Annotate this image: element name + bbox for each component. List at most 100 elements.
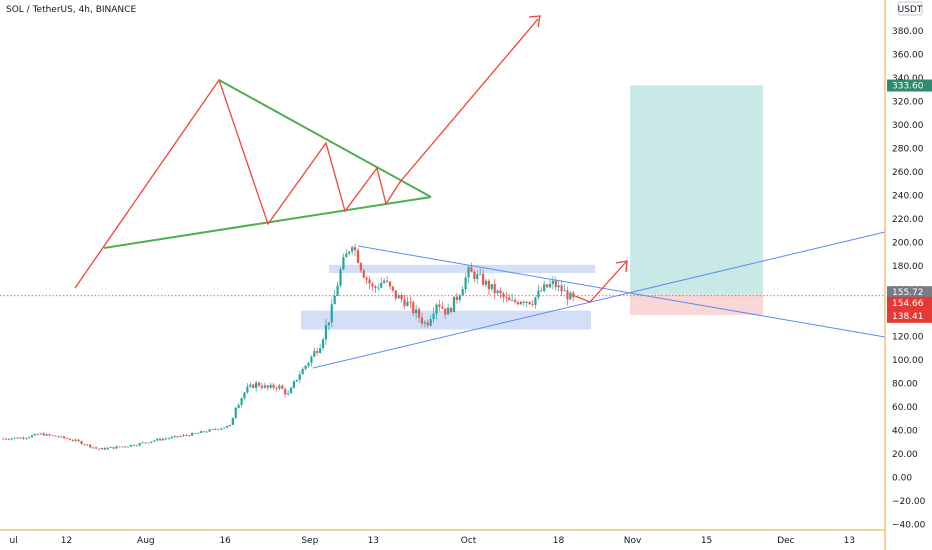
y-tick-label: 260.00 — [892, 168, 924, 178]
candle-body — [225, 425, 229, 428]
candle-body — [449, 307, 453, 312]
x-tick-label: Nov — [624, 536, 642, 546]
candle-body — [89, 444, 92, 448]
candle-body — [92, 447, 95, 449]
candle-body — [458, 295, 461, 301]
candle-body — [531, 304, 534, 305]
candle-body — [385, 280, 389, 282]
candle-body — [156, 438, 159, 441]
candle-body — [534, 297, 537, 305]
candle-body — [118, 446, 121, 448]
candle-body — [19, 437, 22, 439]
candle-body — [144, 442, 147, 444]
candle-body — [432, 313, 435, 320]
candle-body — [481, 273, 485, 285]
candle-body — [106, 447, 109, 450]
x-tick-label: Sep — [301, 536, 318, 546]
x-tick-label: 12 — [61, 536, 72, 546]
candle-body — [246, 386, 249, 393]
projection-arrow — [574, 261, 627, 303]
candle-body — [545, 284, 549, 288]
candle-body — [124, 446, 127, 448]
y-tick-label: 0.00 — [892, 474, 912, 484]
candle-body — [42, 433, 45, 436]
candle-body — [289, 387, 293, 394]
candle-body — [365, 277, 368, 280]
candle-body — [176, 436, 179, 437]
candle-body — [196, 432, 200, 434]
candle-body — [83, 443, 86, 445]
target-badge: 333.60 — [892, 82, 924, 92]
candle-body — [336, 285, 339, 296]
candle-body — [4, 438, 8, 440]
candle-body — [528, 301, 531, 305]
candle-body — [429, 319, 432, 326]
candle-body — [234, 407, 237, 418]
candle-body — [161, 438, 165, 441]
candle-body — [252, 384, 255, 388]
candle-body — [333, 295, 336, 305]
candle-body — [362, 270, 365, 278]
candle-body — [138, 443, 141, 446]
x-tick-label: ul — [9, 536, 17, 546]
candle-body — [278, 385, 281, 389]
candle-body — [272, 384, 275, 388]
candle-body — [444, 308, 447, 315]
candle-body — [566, 290, 569, 300]
candle-body — [135, 445, 138, 447]
candle-body — [86, 444, 89, 446]
candle-body — [71, 440, 74, 441]
candle-body — [208, 429, 211, 432]
candle-body — [301, 368, 304, 375]
x-tick-label: Oct — [461, 536, 477, 546]
candle-body — [45, 434, 48, 436]
candle-body — [455, 296, 458, 301]
x-tick-label: 16 — [219, 536, 231, 546]
x-tick-label: 13 — [844, 536, 855, 546]
candle-body — [240, 398, 243, 405]
rising-trendline — [312, 231, 886, 369]
pattern-zigzag — [74, 18, 539, 289]
candle-body — [420, 317, 424, 324]
candle-body — [522, 301, 525, 303]
candle-body — [464, 277, 467, 290]
resistance-zone — [329, 264, 595, 274]
candle-body — [62, 436, 66, 439]
candle-body — [496, 290, 499, 294]
candle-body — [412, 302, 415, 314]
y-tick-label: 320.00 — [892, 98, 924, 108]
candle-body — [417, 309, 421, 318]
y-tick-label: 200.00 — [892, 239, 924, 249]
x-tick-label: 13 — [368, 536, 379, 546]
candle-body — [202, 431, 205, 433]
last-price-badge: 154.66 — [892, 299, 924, 309]
candle-body — [298, 374, 301, 380]
candle-body — [25, 437, 28, 439]
candle-body — [467, 267, 470, 278]
candle-body — [572, 292, 575, 298]
candle-body — [351, 247, 354, 252]
candle-body — [339, 269, 342, 286]
candle-body — [513, 299, 517, 303]
candle-body — [33, 434, 37, 436]
candle-body — [147, 442, 150, 444]
candle-body — [97, 448, 101, 450]
candle-body — [368, 279, 371, 284]
candle-body — [211, 429, 214, 430]
candle-body — [129, 444, 133, 447]
candle-body — [519, 301, 522, 305]
candle-body — [540, 290, 543, 292]
candle-body — [490, 284, 493, 290]
candle-body — [560, 285, 563, 292]
candle-body — [473, 271, 476, 280]
candle-body — [257, 382, 261, 386]
candle-body — [263, 385, 266, 388]
stop-badge: 138.41 — [892, 312, 924, 322]
candle-body — [284, 388, 287, 395]
candle-body — [51, 435, 54, 436]
candle-body — [164, 438, 168, 440]
candle-body — [103, 447, 106, 450]
y-tick-label: 100.00 — [892, 356, 924, 366]
